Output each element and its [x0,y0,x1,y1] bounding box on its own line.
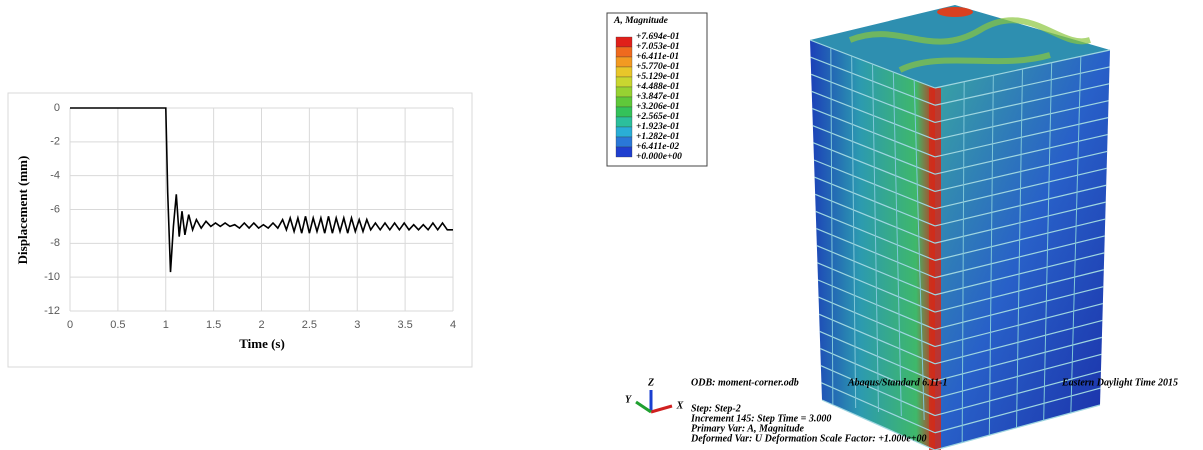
corner-column [929,88,941,450]
legend-title: A, Magnitude [613,16,669,26]
column [1016,68,1023,429]
legend-label: +7.694e-01 [636,32,680,42]
legend-label: +5.770e-01 [636,62,680,72]
y-tick-label: -6 [50,203,60,215]
building-right-face [935,50,1110,450]
info-text: Increment 145: Step Time = 3.000 [690,413,831,424]
info-text: Step: Step-2 [691,403,741,414]
triad-label: Z [647,377,654,388]
legend-label: +3.206e-01 [636,102,680,112]
legend-swatch [615,126,633,138]
x-tick-label: 1 [163,319,169,331]
floor-lines [809,39,1111,450]
triad-label: Y [625,394,632,405]
legend-swatch [615,146,633,158]
y-tick-label: -10 [44,271,60,283]
contour-plot: A, Magnitude Z Y X ODB: moment-corner.od… [606,5,1178,450]
info-text: Deformed Var: U Deformation Scale Factor… [690,433,927,444]
column [830,47,834,405]
info-text: Eastern Daylight Time 2015 [1061,377,1178,388]
top-hotspot [937,7,973,17]
column [988,75,994,436]
legend-swatch [615,56,633,68]
y-tick-label: -8 [50,237,60,249]
y-tick-label: -12 [44,305,60,317]
column [872,63,879,413]
triad-x [650,404,673,414]
column [913,79,925,421]
triad-label: X [676,400,684,411]
chart: Time (s) Displacement (mm) 0 -2 -4 -6 -8 -10 -… [15,102,456,351]
legend-label: +0.000e+00 [636,152,682,162]
legend-label: +6.411e-02 [636,142,679,152]
y-axis-title: Displacement (mm) [15,156,30,265]
legend-label: +2.565e-01 [636,112,680,122]
x-tick-label: 1.5 [206,319,221,331]
legend-label: +4.488e-01 [636,82,680,92]
legend-swatch [615,106,633,118]
legend-swatch [615,86,633,98]
column [1043,62,1053,421]
legend-swatch [615,136,633,148]
column [851,55,857,409]
y-tick-label: -2 [50,136,60,148]
legend-label: +6.411e-01 [636,52,679,62]
legend-label: +1.923e-01 [636,122,680,132]
legend-label: +7.053e-01 [636,42,680,52]
legend-swatch [615,96,633,108]
floor-edge [821,399,936,450]
legend-swatch [615,76,633,88]
y-tick-label: 0 [54,102,60,114]
x-tick-label: 2.5 [302,319,317,331]
legend-swatch [615,46,633,58]
x-tick-label: 3.5 [397,319,412,331]
info-text: Abaqus/Standard 6.11-1 [847,377,947,388]
top-contour [848,17,1091,73]
info-text: Primary Var: A, Magnitude [691,423,805,434]
building-top [810,5,1110,88]
x-tick-label: 2 [258,319,264,331]
legend-swatch [615,66,633,78]
legend-swatch [615,116,633,128]
chart-frame [7,92,473,368]
x-tick-label: 3 [354,319,360,331]
x-tick-label: 4 [450,319,456,331]
building-left-face [810,40,935,450]
legend-swatch [615,36,633,48]
x-axis-title: Time (s) [239,336,285,351]
column [892,71,902,417]
x-tick-label: 0 [67,319,73,331]
legend-label: +5.129e-01 [636,72,680,82]
column [961,81,965,443]
legend-label: +3.847e-01 [636,92,680,102]
data-line [70,107,453,273]
column [1070,56,1082,414]
y-tick-label: -4 [50,170,60,182]
x-tick-label: 0.5 [110,319,125,331]
legend-label: +1.282e-01 [636,132,680,142]
triad-y [635,400,652,414]
info-text: ODB: moment-corner.odb [691,377,799,388]
